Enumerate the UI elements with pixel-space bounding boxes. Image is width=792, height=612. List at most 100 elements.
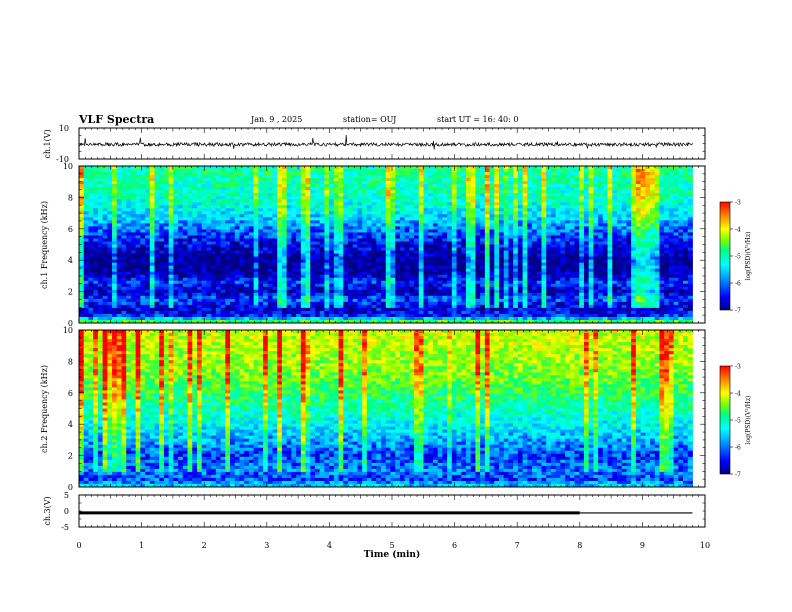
spectrogram-cell xyxy=(616,265,623,270)
spectrogram-cell xyxy=(395,199,401,203)
spectrogram-cell xyxy=(465,214,472,218)
spectrogram-cell xyxy=(220,220,226,224)
spectrogram-cell xyxy=(381,238,387,242)
spectrogram-cell xyxy=(79,229,85,233)
spectrogram-cell xyxy=(385,250,391,254)
spectrogram-cell xyxy=(263,217,269,221)
spectrogram-cell xyxy=(470,223,476,227)
spectrogram-cell xyxy=(329,229,335,233)
spectrogram-cell xyxy=(451,268,457,273)
spectrogram-cell xyxy=(598,220,604,224)
spectrogram-cell xyxy=(640,166,646,170)
spectrogram-cell xyxy=(116,247,122,251)
spectrogram-cell xyxy=(645,175,651,179)
spectrogram-cell xyxy=(258,211,264,215)
spectrogram-cell xyxy=(631,175,637,179)
spectrogram-cell xyxy=(650,217,656,221)
spectrogram-cell xyxy=(532,211,538,215)
spectrogram-cell xyxy=(168,265,174,270)
spectrogram-cell xyxy=(484,199,490,203)
spectrogram-cell xyxy=(409,232,415,236)
spectrogram-cell xyxy=(470,256,476,260)
spectrogram-cell xyxy=(456,211,462,215)
spectrogram-cell xyxy=(126,217,132,221)
spectrogram-cell xyxy=(163,181,170,185)
spectrogram-cell xyxy=(149,241,155,245)
spectrogram-cell xyxy=(347,247,354,251)
spectrogram-cell xyxy=(612,226,618,230)
spectrogram-cell xyxy=(499,193,505,197)
spectrogram-cell xyxy=(579,178,585,182)
spectrogram-cell xyxy=(192,265,198,270)
spectrogram-cell xyxy=(626,265,632,270)
spectrogram-cell xyxy=(159,229,165,233)
spectrogram-cell xyxy=(546,235,552,239)
spectrogram-cell xyxy=(432,244,439,248)
spectrogram-cell xyxy=(484,265,490,270)
spectrogram-cell xyxy=(569,229,575,233)
spectrogram-cell xyxy=(239,274,245,279)
spectrogram-cell xyxy=(347,265,354,270)
spectrogram-cell xyxy=(248,217,255,221)
spectrogram-cell xyxy=(149,178,155,182)
spectrogram-cell xyxy=(234,223,240,227)
spectrogram-cell xyxy=(385,241,391,245)
spectrogram-cell xyxy=(305,214,311,218)
spectrogram-cell xyxy=(159,235,165,239)
spectrogram-cell xyxy=(135,226,141,230)
spectrogram-cell xyxy=(277,208,283,212)
spectrogram-cell xyxy=(107,268,113,273)
spectrogram-cell xyxy=(126,256,132,260)
spectrogram-cell xyxy=(83,259,89,264)
spectrogram-cell xyxy=(513,250,519,254)
spectrogram-cell xyxy=(414,187,420,191)
spectrogram-cell xyxy=(432,172,439,176)
start-time-label: start UT = 16: 40: 0 xyxy=(437,115,519,124)
spectrogram-cell xyxy=(102,208,108,212)
spectrogram-cell xyxy=(244,271,250,276)
spectrogram-cell xyxy=(258,250,264,254)
spectrogram-cell xyxy=(211,259,217,264)
spectrogram-cell xyxy=(583,169,590,173)
spectrogram-cell xyxy=(248,256,255,260)
spectrogram-cell xyxy=(654,187,660,191)
spectrogram-cell xyxy=(607,190,613,194)
spectrogram-cell xyxy=(414,202,420,206)
spectrogram-cell xyxy=(442,169,448,173)
spectrogram-cell xyxy=(612,250,618,254)
spectrogram-cell xyxy=(565,181,571,185)
spectrogram-cell xyxy=(357,253,363,257)
spectrogram-cell xyxy=(310,172,316,176)
spectrogram-cell xyxy=(239,193,245,197)
spectrogram-cell xyxy=(163,238,170,242)
spectrogram-cell xyxy=(135,166,141,170)
spectrogram-cell xyxy=(286,190,292,194)
spectrogram-cell xyxy=(230,217,236,221)
spectrogram-cell xyxy=(631,268,637,273)
spectrogram-cell xyxy=(168,181,174,185)
spectrogram-cell xyxy=(616,223,623,227)
spectrogram-cell xyxy=(522,247,528,251)
spectrogram-cell xyxy=(607,166,613,170)
spectrogram-cell xyxy=(126,265,132,270)
spectrogram-cell xyxy=(291,166,297,170)
spectrogram-cell xyxy=(484,190,490,194)
spectrogram-cell xyxy=(258,208,264,212)
spectrogram-cell xyxy=(130,190,137,194)
spectrogram-cell xyxy=(527,262,533,267)
spectrogram-cell xyxy=(215,265,221,270)
spectrogram-cell xyxy=(494,175,500,179)
spectrogram-cell xyxy=(640,220,646,224)
spectrogram-cell xyxy=(319,235,325,239)
spectrogram-cell xyxy=(414,166,420,170)
spectrogram-cell xyxy=(267,262,273,267)
spectrogram-cell xyxy=(381,196,387,200)
spectrogram-cell xyxy=(102,211,108,215)
spectrogram-cell xyxy=(503,229,509,233)
spectrogram-cell xyxy=(668,172,674,176)
spectrogram-cell xyxy=(432,217,439,221)
spectrogram-cell xyxy=(381,274,387,279)
spectrogram-cell xyxy=(121,199,127,203)
spectrogram-cell xyxy=(239,256,245,260)
spectrogram-cell xyxy=(234,256,240,260)
